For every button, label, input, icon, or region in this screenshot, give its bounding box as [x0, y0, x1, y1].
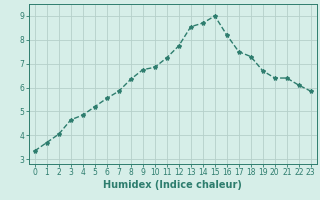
X-axis label: Humidex (Indice chaleur): Humidex (Indice chaleur) — [103, 180, 242, 190]
